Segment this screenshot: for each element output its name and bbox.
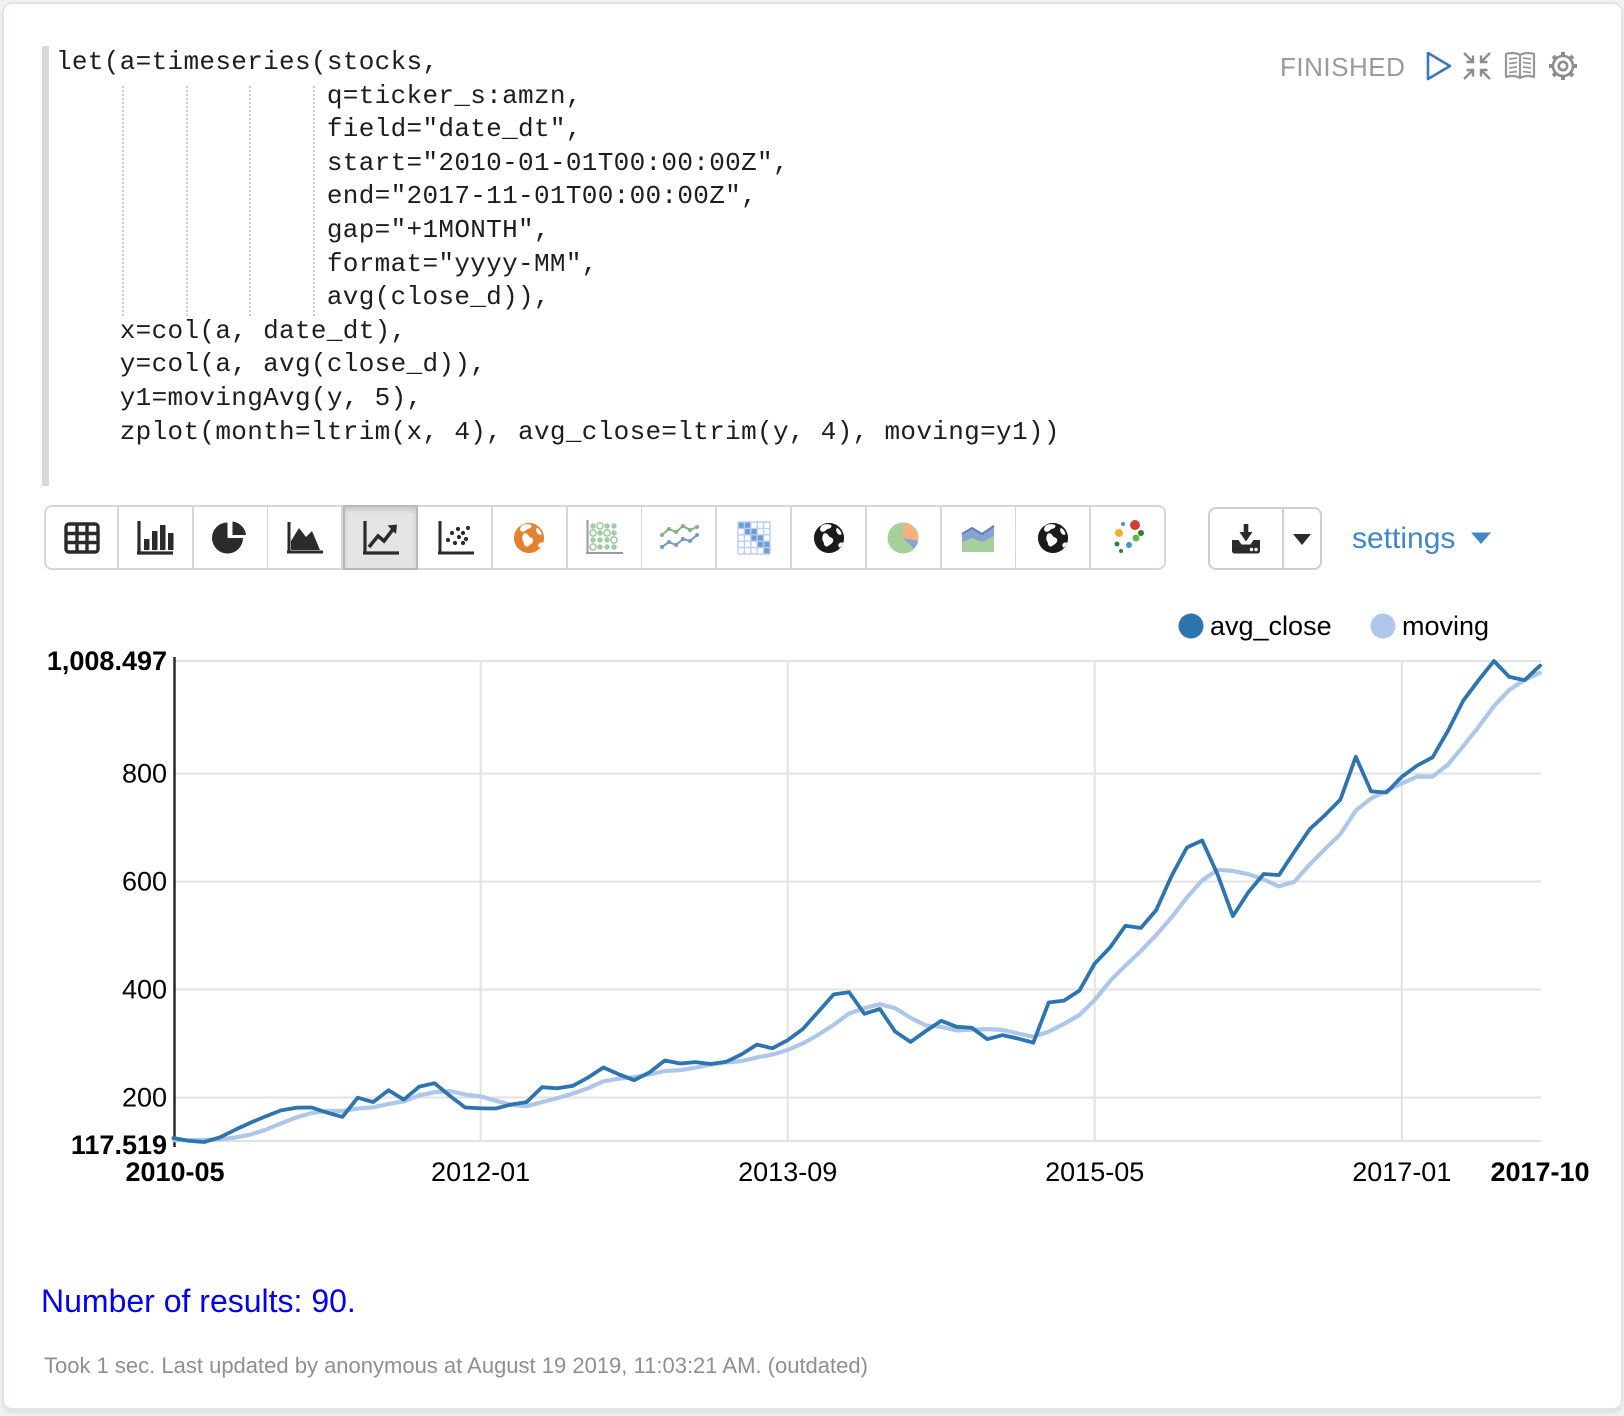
svg-text:moving: moving: [1402, 611, 1489, 641]
svg-text:117.519: 117.519: [71, 1130, 167, 1160]
svg-text:2013-09: 2013-09: [738, 1157, 837, 1187]
svg-text:800: 800: [122, 759, 167, 789]
svg-text:2012-01: 2012-01: [431, 1157, 530, 1187]
svg-text:2010-05: 2010-05: [125, 1157, 224, 1187]
svg-text:2015-05: 2015-05: [1045, 1157, 1144, 1187]
svg-text:1,008.497: 1,008.497: [47, 646, 167, 676]
svg-text:2017-10: 2017-10: [1490, 1157, 1589, 1187]
svg-text:2017-01: 2017-01: [1352, 1157, 1451, 1187]
svg-text:400: 400: [122, 975, 167, 1005]
svg-text:avg_close: avg_close: [1210, 611, 1332, 641]
svg-text:200: 200: [122, 1083, 167, 1113]
svg-text:600: 600: [122, 867, 167, 897]
